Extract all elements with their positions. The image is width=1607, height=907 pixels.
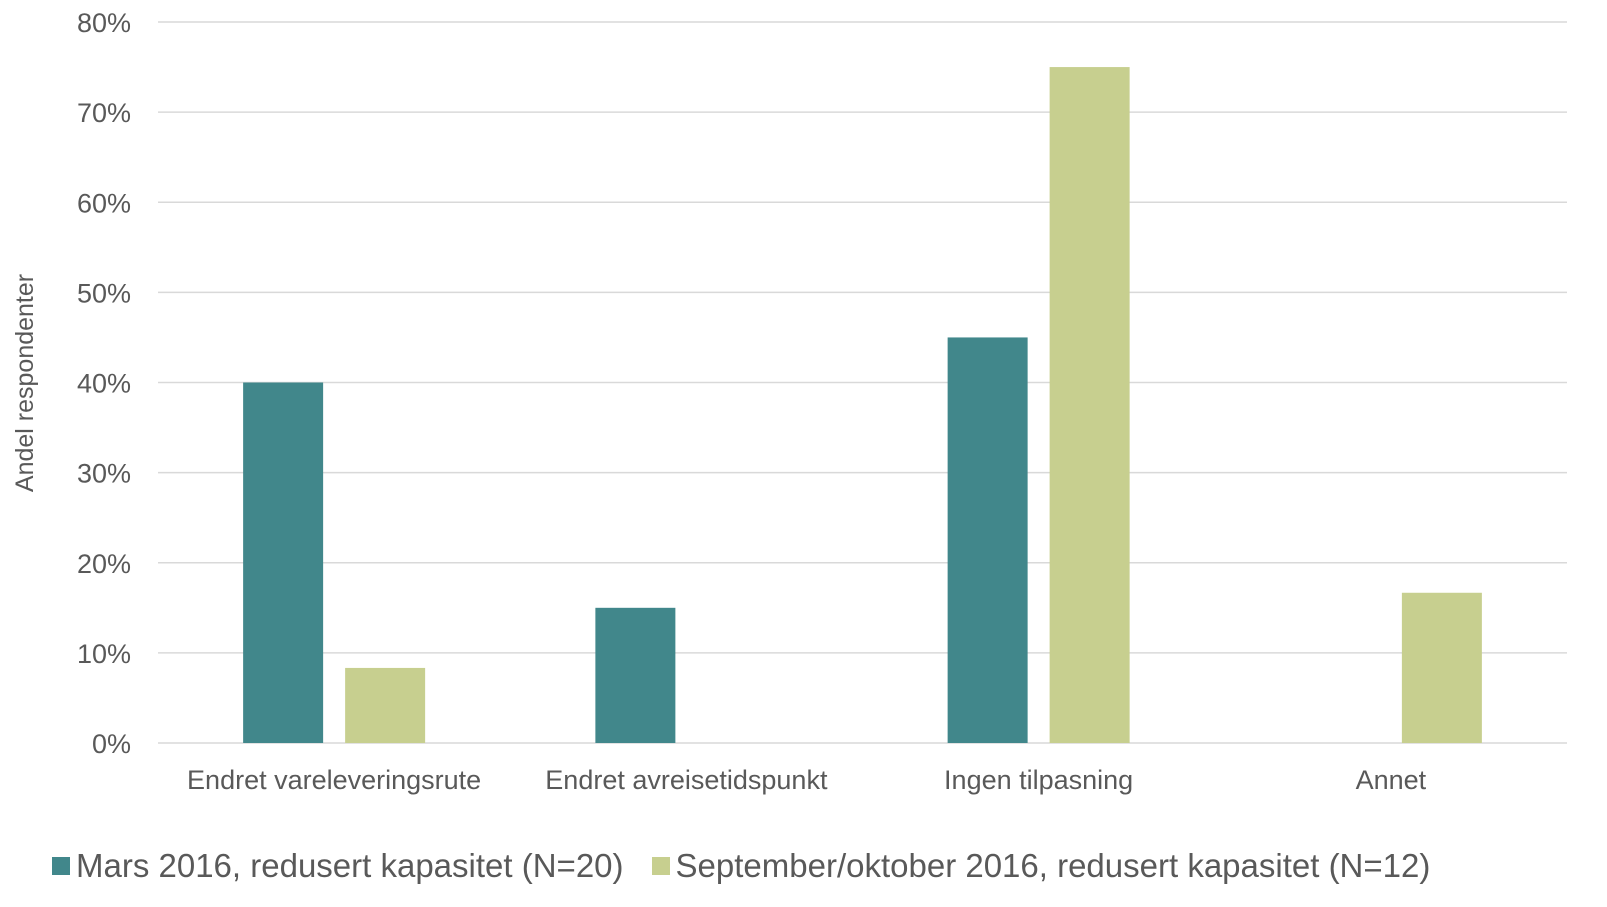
bars: [243, 67, 1482, 743]
y-tick-label: 70%: [77, 98, 131, 128]
y-axis-label: Andel respondenter: [11, 274, 39, 492]
bar: [1401, 592, 1482, 743]
x-category-label: Annet: [1356, 765, 1427, 795]
legend-swatch: [52, 857, 70, 875]
y-tick-label: 0%: [92, 729, 131, 759]
x-category-label: Ingen tilpasning: [944, 765, 1133, 795]
legend-item: Mars 2016, redusert kapasitet (N=20): [52, 847, 624, 885]
bar: [243, 382, 324, 743]
legend-swatch: [651, 857, 670, 875]
y-tick-label: 40%: [77, 369, 131, 399]
y-tick-label: 60%: [77, 188, 131, 218]
y-tick-label: 10%: [77, 639, 131, 669]
bar: [345, 667, 426, 743]
x-category-label: Endret vareleveringsrute: [187, 765, 481, 795]
bar: [595, 607, 676, 743]
legend: Mars 2016, redusert kapasitet (N=20) Sept…: [52, 844, 1458, 888]
y-tick-label: 30%: [77, 459, 131, 489]
gridlines: [158, 21, 1567, 744]
x-axis-categories: Endret vareleveringsrute Endret avreiseti…: [187, 765, 1427, 795]
legend-item: September/oktober 2016, redusert kapasit…: [651, 847, 1431, 885]
legend-label: Mars 2016, redusert kapasitet (N=20): [76, 847, 624, 884]
legend-label: September/oktober 2016, redusert kapasit…: [675, 847, 1431, 884]
bar: [1049, 67, 1130, 743]
y-axis-ticks: 0% 10% 20% 30% 40% 50% 60% 70% 80%: [77, 8, 131, 759]
bar: [947, 337, 1028, 743]
y-tick-label: 50%: [77, 278, 131, 308]
y-tick-label: 80%: [77, 8, 131, 38]
x-category-label: Endret avreisetidspunkt: [545, 765, 828, 795]
y-tick-label: 20%: [77, 549, 131, 579]
